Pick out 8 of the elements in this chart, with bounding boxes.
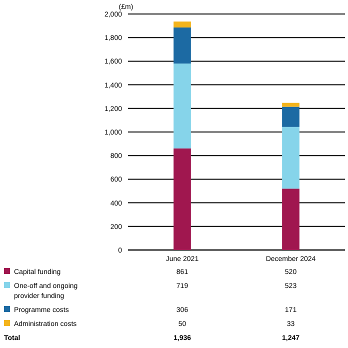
bar <box>282 106 300 127</box>
bar <box>174 27 191 64</box>
bar <box>282 126 300 189</box>
bar <box>174 64 191 148</box>
bar <box>174 22 191 28</box>
bar <box>174 148 191 250</box>
bar <box>282 188 300 250</box>
bar <box>282 102 300 107</box>
